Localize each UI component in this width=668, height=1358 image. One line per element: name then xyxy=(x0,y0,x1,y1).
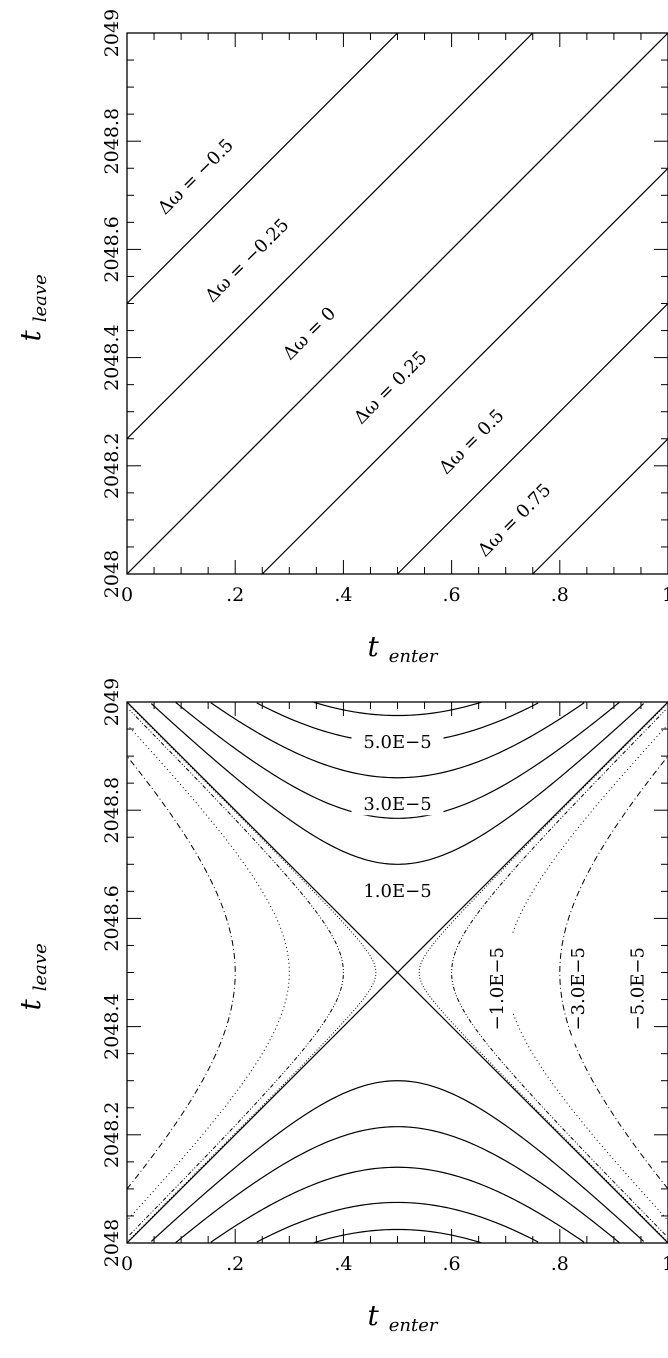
y-tick-label: 2048 xyxy=(101,1219,123,1267)
y-tick-label: 2048.6 xyxy=(101,216,123,282)
contour-label-bg xyxy=(631,933,654,1044)
contour-label-bg xyxy=(351,730,444,753)
positive-contour-lower xyxy=(150,1080,645,1242)
y-tick-label: 2048.4 xyxy=(101,324,123,390)
contour-label-bg xyxy=(351,793,444,816)
contour-label-bg xyxy=(351,879,444,902)
top-x-axis-title: t enter xyxy=(368,630,439,667)
bottom-panel: 1.0E−53.0E−55.0E−5−1.0E−5 −3.0E−5 −5.0E−5 … xyxy=(14,678,668,1336)
y-tick-label: 2048.8 xyxy=(101,108,123,174)
top-y-axis-title-main: t xyxy=(14,330,47,342)
bottom-y-axis-title-main: t xyxy=(14,999,47,1011)
positive-contour-lower xyxy=(256,1201,539,1243)
y-tick-label: 2048.4 xyxy=(101,993,123,1059)
top-y-tick-labels: 2048 2048.2 2048.4 2048.6 2048.8 2049 xyxy=(101,9,123,598)
negative-contour-label: −5.0E−5 xyxy=(628,947,649,1030)
y-tick-label: 2048.2 xyxy=(101,433,123,499)
y-tick-label: 2048.6 xyxy=(101,885,123,951)
negative-contour-right xyxy=(451,709,666,1236)
top-x-tick-labels: 0 .2 .4 .6 .8 1 xyxy=(121,584,668,606)
bottom-x-tick-labels: 0 .2 .4 .6 .8 1 xyxy=(121,1253,668,1275)
series-line xyxy=(126,32,534,440)
series-label: Δω = 0.5 xyxy=(435,405,508,478)
x-tick-label: .6 xyxy=(443,1253,461,1275)
x-tick-label: .8 xyxy=(551,584,569,606)
positive-contour-upper xyxy=(150,703,645,865)
x-tick-label: 0 xyxy=(121,1253,133,1275)
positive-contour-label: 1.0E−5 xyxy=(363,881,431,902)
top-y-axis-title: t leave xyxy=(14,274,51,341)
top-axis-ticks xyxy=(126,32,668,575)
asymptote-line xyxy=(126,701,668,1244)
positive-contour-lower xyxy=(175,1126,620,1244)
positive-contour-upper xyxy=(175,701,620,819)
bottom-x-axis-title-sub: enter xyxy=(389,1315,439,1336)
top-x-axis-title-main: t xyxy=(368,630,380,663)
positive-contour-upper xyxy=(313,701,482,717)
top-x-axis-title-sub: enter xyxy=(389,646,439,667)
x-tick-label: .6 xyxy=(443,584,461,606)
series-line xyxy=(261,167,668,575)
series-line xyxy=(126,32,668,575)
y-tick-label: 2048.2 xyxy=(101,1102,123,1168)
series-line xyxy=(126,32,398,304)
bottom-y-tick-labels: 2048 2048.2 2048.4 2048.6 2048.8 2049 xyxy=(101,678,123,1267)
top-series-lines xyxy=(126,32,668,575)
bottom-axis-ticks xyxy=(126,701,668,1244)
series-line xyxy=(397,303,668,575)
bottom-y-axis-title: t leave xyxy=(14,943,51,1010)
contour-label-bg xyxy=(572,933,595,1044)
bottom-y-axis-title-sub: leave xyxy=(30,943,51,991)
bottom-contour-labels: 1.0E−5 3.0E−5 5.0E−5 −1.0E−5 −3.0E−5 −5.0E−5 xyxy=(351,730,654,1044)
y-tick-label: 2048 xyxy=(101,550,123,598)
contour-label-bg xyxy=(490,933,513,1044)
x-tick-label: .4 xyxy=(334,584,352,606)
positive-contour-label: 3.0E−5 xyxy=(363,794,431,815)
x-tick-label: .8 xyxy=(551,1253,569,1275)
negative-contour-right xyxy=(418,704,667,1241)
series-line xyxy=(532,438,668,575)
x-tick-label: 1 xyxy=(662,584,668,606)
series-label: Δω = −0.25 xyxy=(201,215,293,307)
x-tick-label: .2 xyxy=(226,584,244,606)
negative-contour-label: −3.0E−5 xyxy=(568,947,589,1030)
series-label: Δω = 0 xyxy=(279,303,340,364)
negative-contour-left xyxy=(128,726,290,1219)
bottom-contour-lines xyxy=(126,701,668,1244)
negative-contour-left xyxy=(129,709,344,1236)
series-label: Δω = 0.75 xyxy=(474,480,556,562)
bottom-x-axis-title: t enter xyxy=(368,1299,439,1336)
positive-contour-label: 5.0E−5 xyxy=(363,732,431,753)
positive-contour-lower xyxy=(210,1166,585,1243)
negative-contour-left xyxy=(126,755,236,1190)
positive-contour-lower xyxy=(313,1228,482,1244)
y-tick-label: 2048.8 xyxy=(101,777,123,843)
bottom-x-axis-title-main: t xyxy=(368,1299,380,1332)
top-y-axis-title-sub: leave xyxy=(30,274,51,322)
positive-contour-upper xyxy=(210,702,585,779)
x-tick-label: .2 xyxy=(226,1253,244,1275)
x-tick-label: .4 xyxy=(334,1253,352,1275)
series-label: Δω = −0.5 xyxy=(154,135,238,219)
negative-contour-left xyxy=(128,704,377,1241)
x-tick-label: 1 xyxy=(662,1253,668,1275)
y-tick-label: 2049 xyxy=(101,678,123,726)
y-tick-label: 2049 xyxy=(101,9,123,57)
negative-contour-label: −1.0E−5 xyxy=(487,947,508,1030)
x-tick-label: 0 xyxy=(121,584,133,606)
